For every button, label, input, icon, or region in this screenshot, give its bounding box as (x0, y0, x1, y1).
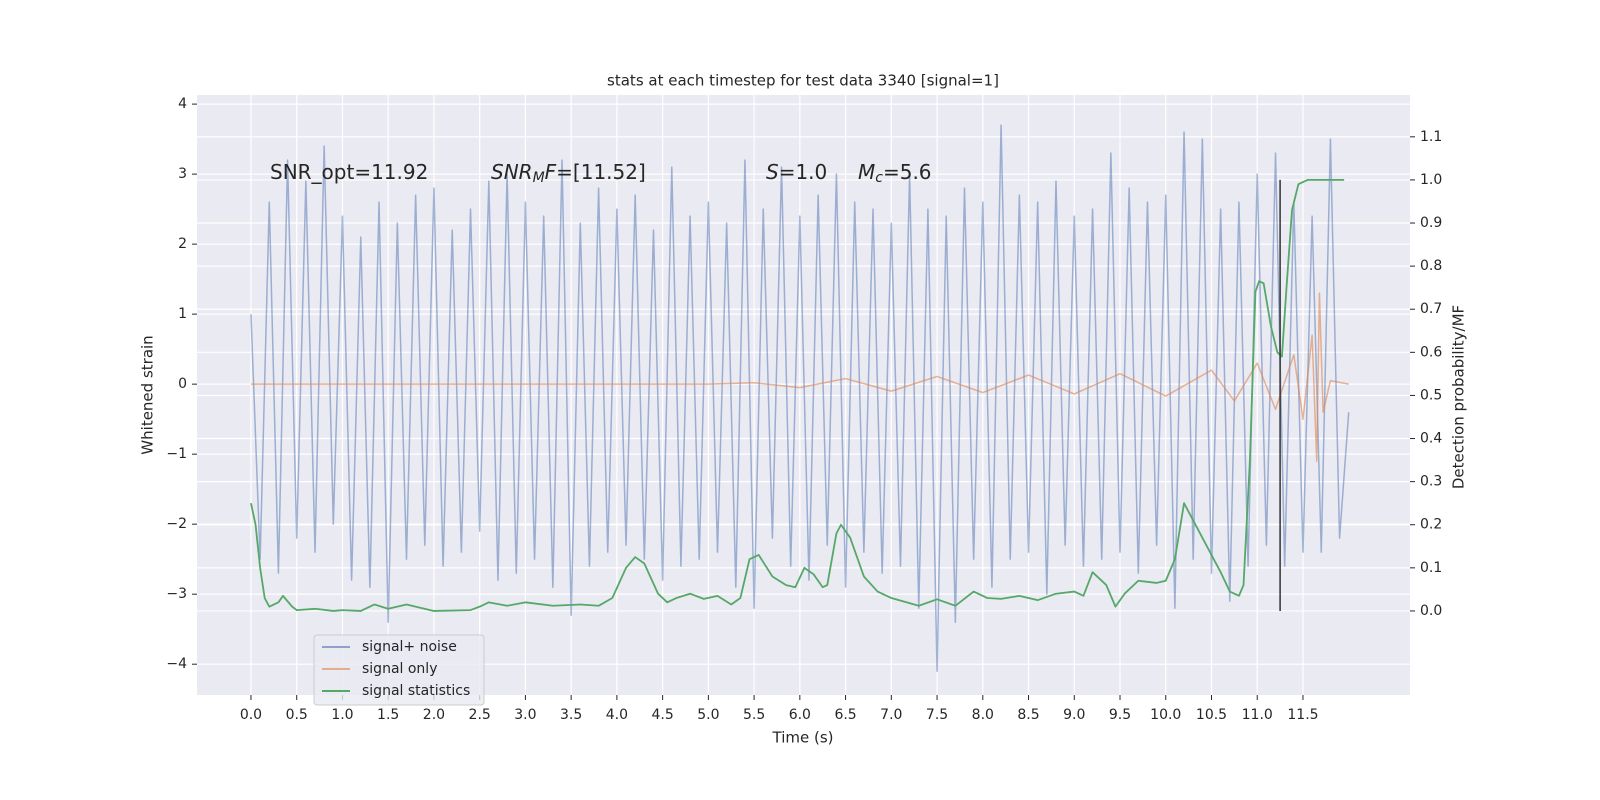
grid (197, 95, 1410, 695)
x-tick-label: 0.0 (240, 707, 262, 723)
y2-tick-label: 0.8 (1420, 258, 1442, 274)
series-line (250, 292, 1349, 462)
annotation-part: =5.6 (883, 160, 932, 184)
x-tick-label: 5.5 (743, 707, 765, 723)
series-line (250, 179, 1345, 612)
y2-axis-label: Detection probability/MF (1450, 305, 1468, 489)
annotation-part: SNR (491, 160, 533, 184)
annotation-part: c (875, 170, 883, 186)
y2-tick-label: 0.4 (1420, 431, 1442, 447)
legend-label: signal statistics (362, 683, 470, 699)
y2-tick-label: 0.1 (1420, 560, 1442, 576)
legend-label: signal only (362, 661, 437, 677)
axes: 0.0 0.5 1.0 1.5 2.0 2.5 3.0 3.5 4.0 4.5 5.0 5.5 6.0 6… (166, 96, 1442, 723)
annotation-part: S (766, 160, 779, 184)
y-axis-label: Whitened strain (139, 335, 157, 454)
annotation: Mc=5.6 (858, 160, 932, 187)
y-tick-label: 2 (178, 236, 187, 252)
legend-label: signal+ noise (362, 639, 457, 655)
annotation-part: F (545, 160, 557, 184)
annotation-part: M (533, 170, 545, 186)
y-tick-label: 0 (178, 376, 187, 392)
y-tick-label: 4 (178, 96, 187, 112)
legend: signal+ noise signal only signal statistic… (313, 634, 485, 706)
annotation: SNR_opt=11.92 (270, 160, 428, 184)
annotation: SNRMF=[11.52] (491, 160, 646, 187)
x-tick-label: 8.5 (1017, 707, 1039, 723)
series-line (250, 124, 1350, 672)
x-tick-label: 9.5 (1109, 707, 1131, 723)
x-tick-label: 1.5 (377, 707, 399, 723)
y-tick-label: 1 (178, 306, 187, 322)
x-tick-label: 7.5 (926, 707, 948, 723)
legend-box (313, 634, 485, 706)
chart-title: stats at each timestep for test data 334… (607, 72, 999, 90)
annotation-part: SNR_opt=11.92 (270, 160, 428, 184)
y-tick-label: −1 (166, 446, 187, 462)
annotations: SNR_opt=11.92 SNRMF=[11.52] S=1.0 Mc=5.6 (270, 160, 932, 187)
x-tick-label: 9.0 (1063, 707, 1085, 723)
annotation-part: =1.0 (779, 160, 828, 184)
x-tick-label: 6.5 (834, 707, 856, 723)
y2-tick-label: 0.0 (1420, 603, 1442, 619)
annotation: S=1.0 (766, 160, 827, 184)
x-tick-label: 2.5 (469, 707, 491, 723)
x-axis-label: Time (s) (772, 729, 834, 747)
x-tick-label: 0.5 (286, 707, 308, 723)
x-tick-label: 11.0 (1242, 707, 1273, 723)
x-tick-label: 2.0 (423, 707, 445, 723)
y2-tick-label: 0.2 (1420, 517, 1442, 533)
y2-tick-label: 1.1 (1420, 129, 1442, 145)
y2-tick-label: 0.6 (1420, 344, 1442, 360)
x-tick-label: 11.5 (1287, 707, 1318, 723)
y-tick-label: 3 (178, 166, 187, 182)
annotation-part: M (858, 160, 875, 184)
x-tick-label: 5.0 (697, 707, 719, 723)
y-tick-label: −3 (166, 586, 187, 602)
x-tick-label: 4.5 (651, 707, 673, 723)
x-tick-label: 4.0 (606, 707, 628, 723)
x-tick-label: 3.0 (514, 707, 536, 723)
x-tick-label: 3.5 (560, 707, 582, 723)
x-tick-label: 8.0 (972, 707, 994, 723)
y-tick-label: −2 (166, 516, 187, 532)
y2-tick-label: 0.9 (1420, 215, 1442, 231)
x-tick-label: 7.0 (880, 707, 902, 723)
annotation-part: =[11.52] (556, 160, 646, 184)
y2-tick-label: 0.7 (1420, 301, 1442, 317)
x-tick-label: 10.0 (1150, 707, 1181, 723)
y2-tick-label: 1.0 (1420, 172, 1442, 188)
x-tick-label: 6.0 (789, 707, 811, 723)
y-tick-label: −4 (166, 656, 187, 672)
x-tick-label: 10.5 (1196, 707, 1227, 723)
marks (250, 124, 1350, 672)
y2-tick-label: 0.5 (1420, 387, 1442, 403)
y2-tick-label: 0.3 (1420, 474, 1442, 490)
x-tick-label: 1.0 (331, 707, 353, 723)
